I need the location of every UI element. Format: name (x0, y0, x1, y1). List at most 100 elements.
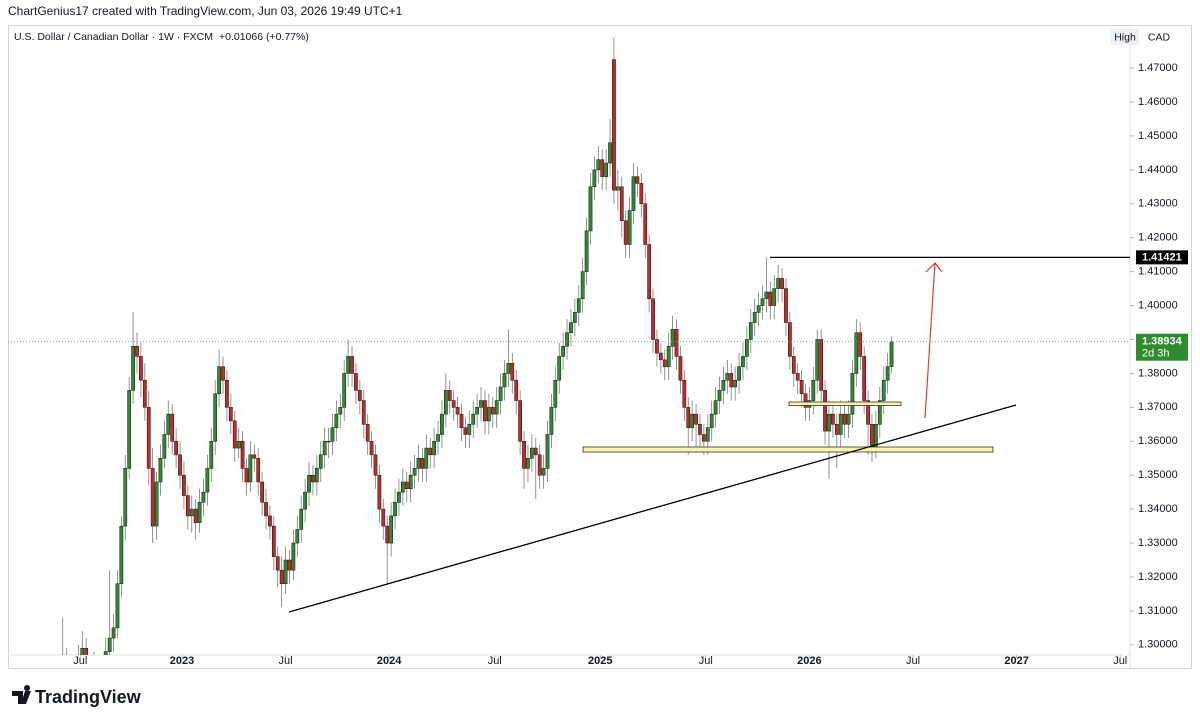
candle-body (795, 373, 800, 381)
candle-body (393, 502, 397, 517)
candle-body (389, 515, 393, 544)
candle-body (307, 474, 311, 493)
candle-body (823, 390, 827, 432)
arrow-head (925, 262, 943, 273)
candle-body (209, 441, 214, 469)
candle-body (287, 559, 292, 571)
trendline (288, 404, 1017, 613)
change: +0.01066 (+0.77%) (219, 31, 309, 43)
candle-body (537, 454, 542, 476)
candle-body (260, 481, 264, 503)
candle-body (694, 413, 698, 425)
candle-body (193, 508, 198, 523)
y-tick-label: 1.44000 (1138, 164, 1178, 176)
symbol-title: U.S. Dollar / Canadian Dollar · 1W · FXC… (14, 31, 309, 43)
candle-body (838, 413, 843, 435)
candle-body (752, 312, 757, 323)
header: ChartGenius17 created with TradingView.c… (8, 4, 403, 18)
candle-body (772, 288, 777, 306)
candle-body (487, 407, 491, 422)
candle-body (217, 366, 221, 395)
candle-body (616, 186, 620, 191)
candle-body (361, 400, 366, 425)
candle-body (365, 424, 370, 442)
candle-body (357, 390, 362, 401)
last-price-tag (1136, 333, 1188, 361)
candle-body (647, 244, 651, 300)
candle-body (666, 346, 671, 367)
candle-body (154, 481, 159, 527)
candle-body (569, 322, 573, 333)
candle-body (756, 305, 761, 313)
candle-body (698, 424, 702, 435)
candle-body (100, 669, 103, 679)
candle-body (252, 454, 257, 459)
candle-body (760, 298, 765, 306)
candle-body (447, 390, 452, 401)
candle-body (236, 441, 241, 449)
candle-body (268, 515, 272, 527)
candle-body (444, 390, 448, 415)
candle-body (158, 457, 163, 483)
candle-body (780, 278, 784, 289)
candle-body (533, 447, 538, 456)
y-tick-label: 1.34000 (1138, 503, 1178, 515)
candle-body (146, 407, 151, 469)
x-tick-label: 2023 (170, 655, 194, 667)
countdown: 2d 3h (1142, 348, 1170, 360)
candle-body (549, 407, 554, 435)
candle-body (850, 373, 855, 415)
candle-body (416, 457, 421, 469)
candle-body (354, 373, 358, 391)
frame (8, 25, 1192, 669)
candle-body (811, 379, 816, 401)
candle-body (424, 447, 429, 469)
button[interactable]: CAD (1148, 31, 1171, 43)
button-bg[interactable] (1111, 29, 1139, 45)
candle-body (639, 183, 644, 205)
candle-body (733, 379, 737, 388)
logo: TradingView (12, 685, 142, 707)
candle-body (275, 556, 280, 571)
candle-body (139, 356, 143, 381)
candle-body (346, 356, 350, 374)
y-tick-label: 1.31000 (1138, 605, 1178, 617)
candle-body (815, 339, 820, 381)
candle-body (831, 413, 835, 425)
candle-body (471, 413, 476, 425)
candle-body (854, 332, 859, 374)
candle-body (455, 407, 460, 415)
candle-body (502, 373, 507, 388)
candle-body (420, 457, 425, 469)
candle-body (662, 359, 667, 367)
candle-body (205, 468, 210, 493)
button[interactable]: High (1114, 31, 1136, 43)
candle-body (436, 434, 440, 442)
candle-body (170, 413, 175, 442)
candle-body (881, 379, 886, 401)
candle-body (65, 658, 68, 672)
candle-body (432, 441, 436, 456)
candle-body (322, 441, 327, 456)
candle-body (596, 159, 601, 171)
candle-body (96, 665, 99, 679)
candle-body (530, 447, 534, 459)
candle-body (741, 356, 745, 367)
candle-body (479, 400, 483, 408)
candle-body (702, 434, 706, 442)
candle-body (565, 332, 569, 347)
candle-body (111, 627, 116, 639)
candle-body (659, 352, 663, 361)
candle-body (69, 672, 72, 686)
candle-body (522, 441, 526, 469)
candle-body (408, 474, 413, 490)
candle-body (428, 447, 433, 456)
candle-body (717, 390, 722, 401)
candle-body (201, 491, 206, 503)
candle-body (588, 186, 593, 232)
y-tick-label: 1.46000 (1138, 96, 1178, 108)
candle-body (834, 424, 839, 435)
candle-body (514, 379, 519, 401)
candle-body (866, 400, 870, 425)
candle-body (490, 407, 495, 415)
